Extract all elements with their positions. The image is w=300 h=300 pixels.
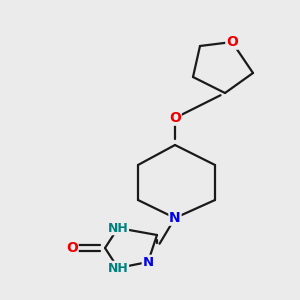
Text: O: O bbox=[66, 241, 78, 255]
Text: O: O bbox=[169, 111, 181, 125]
Text: O: O bbox=[226, 35, 238, 49]
Text: NH: NH bbox=[108, 221, 128, 235]
Text: N: N bbox=[169, 211, 181, 225]
Text: N: N bbox=[142, 256, 154, 268]
Text: NH: NH bbox=[108, 262, 128, 275]
